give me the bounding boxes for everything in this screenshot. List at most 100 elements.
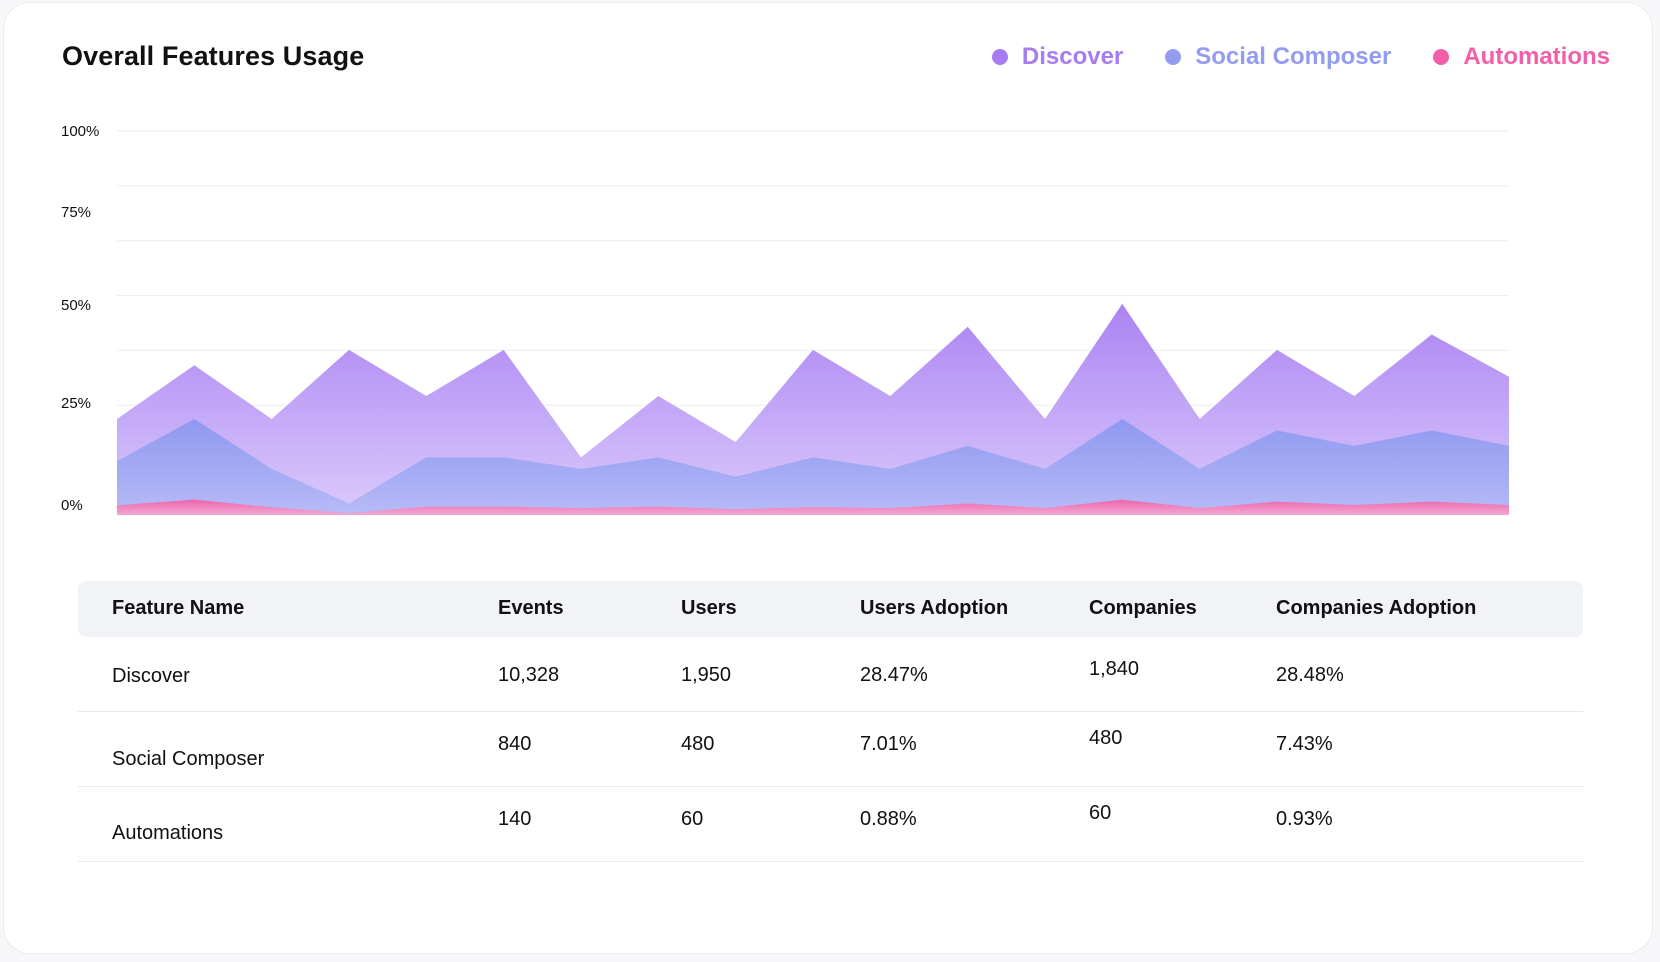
data-point[interactable] bbox=[423, 454, 429, 460]
y-tick-label: 0% bbox=[61, 497, 83, 514]
cell-users-adoption: 0.88% bbox=[860, 808, 917, 830]
data-point[interactable] bbox=[501, 347, 507, 353]
cell-events: 10,328 bbox=[498, 664, 560, 686]
cell-users-adoption: 28.47% bbox=[860, 664, 928, 686]
cell-companies-adoption: 28.48% bbox=[1276, 664, 1344, 686]
dot-icon bbox=[991, 49, 1008, 65]
data-point[interactable] bbox=[1429, 499, 1435, 505]
data-point[interactable] bbox=[887, 466, 893, 472]
cell-feature-name: Social Composer bbox=[112, 748, 265, 770]
data-point[interactable] bbox=[965, 501, 971, 507]
data-point[interactable] bbox=[1274, 499, 1280, 505]
y-tick-label: 50% bbox=[61, 297, 91, 314]
data-point[interactable] bbox=[501, 454, 507, 460]
data-point[interactable] bbox=[887, 505, 893, 511]
data-point[interactable] bbox=[1506, 502, 1512, 508]
data-point[interactable] bbox=[269, 466, 275, 472]
data-point[interactable] bbox=[578, 454, 584, 460]
data-point[interactable] bbox=[191, 362, 197, 368]
data-point[interactable] bbox=[1119, 416, 1125, 422]
y-axis-ticks: 100% 75% 50% 25% 0% bbox=[61, 123, 99, 514]
data-point[interactable] bbox=[1274, 428, 1280, 434]
cell-companies-adoption: 0.93% bbox=[1276, 808, 1333, 830]
data-point[interactable] bbox=[1506, 374, 1512, 380]
features-usage-card: Overall Features Usage Discover Social C… bbox=[4, 3, 1652, 953]
column-header-feature-name[interactable]: Feature Name bbox=[112, 597, 245, 619]
data-point[interactable] bbox=[578, 505, 584, 511]
data-point[interactable] bbox=[810, 454, 816, 460]
data-point[interactable] bbox=[1197, 505, 1203, 511]
area-series-social-composer[interactable] bbox=[117, 419, 1509, 515]
data-point[interactable] bbox=[346, 510, 352, 516]
data-point[interactable] bbox=[501, 504, 507, 510]
table-row[interactable]: Social Composer 840 480 7.01% 480 7.43% bbox=[78, 712, 1583, 787]
data-point[interactable] bbox=[1429, 332, 1435, 338]
data-point[interactable] bbox=[810, 504, 816, 510]
series-areas bbox=[114, 301, 1512, 516]
data-point[interactable] bbox=[1197, 416, 1203, 422]
data-point[interactable] bbox=[269, 416, 275, 422]
table-header: Feature Name Events Users Users Adoption… bbox=[78, 581, 1583, 637]
data-point[interactable] bbox=[1429, 428, 1435, 434]
data-point[interactable] bbox=[114, 502, 120, 508]
data-point[interactable] bbox=[346, 347, 352, 353]
column-header-companies[interactable]: Companies bbox=[1089, 597, 1197, 619]
data-point[interactable] bbox=[114, 458, 120, 464]
cell-feature-name: Automations bbox=[112, 822, 224, 844]
data-point[interactable] bbox=[733, 506, 739, 512]
data-point[interactable] bbox=[655, 504, 661, 510]
data-point[interactable] bbox=[269, 504, 275, 510]
legend-label: Discover bbox=[1021, 43, 1124, 70]
data-point[interactable] bbox=[1506, 443, 1512, 449]
cell-feature-name: Discover bbox=[112, 665, 190, 687]
chart-title: Overall Features Usage bbox=[62, 41, 365, 71]
column-header-users[interactable]: Users bbox=[681, 597, 737, 619]
cell-companies: 1,840 bbox=[1089, 658, 1140, 680]
data-point[interactable] bbox=[423, 393, 429, 399]
data-point[interactable] bbox=[114, 416, 120, 422]
data-point[interactable] bbox=[1197, 466, 1203, 472]
column-header-events[interactable]: Events bbox=[498, 597, 564, 619]
data-point[interactable] bbox=[1042, 416, 1048, 422]
data-point[interactable] bbox=[810, 347, 816, 353]
table-row[interactable]: Automations 140 60 0.88% 60 0.93% bbox=[78, 787, 1583, 862]
legend-item-social-composer[interactable]: Social Composer bbox=[1165, 43, 1391, 71]
data-point[interactable] bbox=[191, 416, 197, 422]
data-point[interactable] bbox=[1274, 347, 1280, 353]
cell-companies: 480 bbox=[1089, 727, 1123, 749]
data-point[interactable] bbox=[423, 504, 429, 510]
chart-legend: Discover Social Composer Automations bbox=[991, 43, 1610, 71]
data-point[interactable] bbox=[965, 443, 971, 449]
legend-item-automations[interactable]: Automations bbox=[1433, 43, 1610, 71]
legend-item-discover[interactable]: Discover bbox=[991, 43, 1124, 71]
data-point[interactable] bbox=[733, 439, 739, 445]
area-chart: 100% 75% 50% 25% 0% bbox=[61, 123, 1512, 516]
legend-label: Automations bbox=[1463, 43, 1610, 70]
data-point[interactable] bbox=[346, 501, 352, 507]
dot-icon bbox=[1433, 49, 1450, 65]
dot-icon bbox=[1165, 49, 1182, 65]
cell-companies: 60 bbox=[1089, 802, 1112, 824]
cell-users-adoption: 7.01% bbox=[860, 733, 917, 755]
data-point[interactable] bbox=[1042, 505, 1048, 511]
column-header-companies-adoption[interactable]: Companies Adoption bbox=[1276, 597, 1477, 619]
data-point[interactable] bbox=[1351, 502, 1357, 508]
data-point[interactable] bbox=[887, 393, 893, 399]
data-point[interactable] bbox=[1042, 466, 1048, 472]
data-point[interactable] bbox=[655, 393, 661, 399]
data-point[interactable] bbox=[1119, 497, 1125, 503]
data-point[interactable] bbox=[1351, 443, 1357, 449]
table-row[interactable]: Discover 10,328 1,950 28.47% 1,840 28.48… bbox=[78, 637, 1583, 712]
column-header-users-adoption[interactable]: Users Adoption bbox=[860, 597, 1009, 619]
data-point[interactable] bbox=[1351, 393, 1357, 399]
data-point[interactable] bbox=[1119, 301, 1125, 307]
data-point[interactable] bbox=[655, 454, 661, 460]
legend-label: Social Composer bbox=[1195, 43, 1392, 70]
data-point[interactable] bbox=[733, 474, 739, 480]
data-point[interactable] bbox=[965, 324, 971, 330]
area-series-automations[interactable] bbox=[117, 499, 1509, 515]
data-point[interactable] bbox=[578, 466, 584, 472]
data-point[interactable] bbox=[191, 497, 197, 503]
y-tick-label: 100% bbox=[61, 123, 99, 140]
y-tick-label: 25% bbox=[61, 395, 91, 412]
